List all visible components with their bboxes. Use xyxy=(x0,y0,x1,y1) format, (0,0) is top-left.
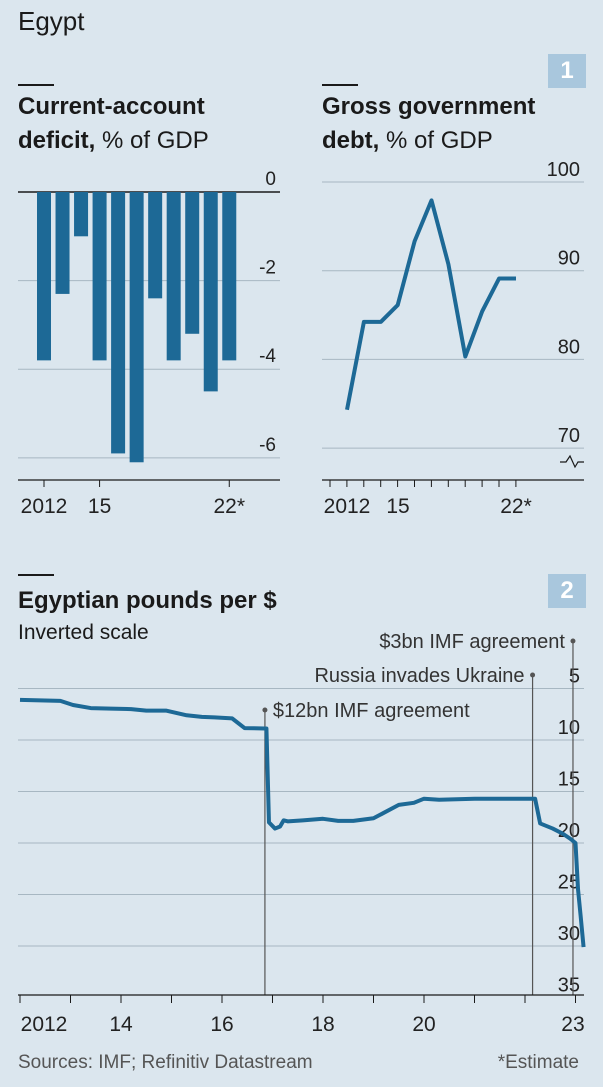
x-tick-label: 2012 xyxy=(21,495,68,518)
debt-chart: 100 90 80 70 2012 15 22* xyxy=(322,160,584,518)
x-tick-label: 22* xyxy=(214,495,246,518)
chart1-title: Current-account deficit, % of GDP xyxy=(18,90,278,158)
y-tick-label: 15 xyxy=(558,769,580,791)
y-tick-label: 5 xyxy=(569,666,580,688)
top-charts-svg: 0 -2 -4 -6 2012 15 22* 100 90 80 70 2012 15 22* xyxy=(18,160,584,518)
bar xyxy=(185,192,200,334)
y-tick-label: -6 xyxy=(259,435,276,456)
y-tick-label: 25 xyxy=(558,872,580,894)
chart3-subtitle: Inverted scale xyxy=(18,621,149,644)
estimate-note: *Estimate xyxy=(497,1052,579,1073)
chart2-rule xyxy=(322,84,358,86)
y-tick-label: 90 xyxy=(558,248,580,270)
annotation-label: $12bn IMF agreement xyxy=(273,700,470,722)
chart-number-badge-1: 1 xyxy=(548,54,586,88)
chart2-title: Gross government debt, % of GDP xyxy=(322,90,562,158)
y-tick-label: 20 xyxy=(558,820,580,842)
y-tick-label: -2 xyxy=(259,258,276,279)
y-tick-label: 10 xyxy=(558,717,580,739)
bar xyxy=(166,192,181,361)
sources-note: Sources: IMF; Refinitiv Datastream xyxy=(18,1052,313,1073)
y-tick-label: 0 xyxy=(265,169,276,190)
chart1-unit: % of GDP xyxy=(102,127,209,154)
debt-line xyxy=(345,198,516,411)
y-tick-label: 30 xyxy=(558,923,580,945)
fx-chart-svg: 5 10 15 20 25 30 35 $12bn IMF agreement Russia i… xyxy=(18,631,586,1036)
annotation-label: $3bn IMF agreement xyxy=(379,631,565,653)
x-tick-label: 23 xyxy=(561,1013,584,1036)
bar xyxy=(92,192,107,361)
chart-number-badge-2: 2 xyxy=(548,574,586,608)
y-tick-label: -4 xyxy=(259,346,276,367)
chart2-unit: % of GDP xyxy=(386,127,493,154)
x-tick-label: 2012 xyxy=(21,1013,68,1036)
y-tick-label: 35 xyxy=(558,975,580,997)
x-tick-label: 22* xyxy=(500,495,532,518)
annotation-label: Russia invades Ukraine xyxy=(314,665,524,687)
axis-break-mark xyxy=(560,454,584,469)
bar xyxy=(37,192,51,361)
y-tick-label: 70 xyxy=(558,425,580,447)
x-tick-label: 18 xyxy=(311,1013,334,1036)
chart1-title-text: Current-account deficit, xyxy=(18,93,205,154)
chart1-rule xyxy=(18,84,54,86)
exchange-rate-chart: 5 10 15 20 25 30 35 $12bn IMF agreement Russia i… xyxy=(18,631,586,1036)
x-tick-label: 20 xyxy=(412,1013,435,1036)
chart3-title: Egyptian pounds per $ xyxy=(18,587,277,614)
bar xyxy=(129,192,144,463)
bar xyxy=(74,192,89,237)
x-tick-label: 2012 xyxy=(324,495,371,518)
annotation-dot xyxy=(262,707,268,713)
x-tick-label: 16 xyxy=(210,1013,233,1036)
x-tick-label: 15 xyxy=(386,495,409,518)
bar xyxy=(111,192,126,454)
bar xyxy=(203,192,218,392)
bar xyxy=(222,192,237,361)
x-tick-label: 15 xyxy=(88,495,111,518)
y-tick-label: 100 xyxy=(547,160,580,181)
exchange-rate-line xyxy=(19,697,586,948)
chart3-rule xyxy=(18,574,54,576)
country-label: Egypt xyxy=(18,6,85,36)
y-tick-label: 80 xyxy=(558,336,580,358)
bar xyxy=(148,192,163,299)
current-account-chart: 0 -2 -4 -6 2012 15 22* xyxy=(18,169,280,518)
x-tick-label: 14 xyxy=(109,1013,133,1036)
annotation-dot xyxy=(570,638,576,644)
chart2-title-text: Gross government debt, xyxy=(322,93,536,154)
bar xyxy=(55,192,70,294)
annotation-dot xyxy=(530,672,536,678)
